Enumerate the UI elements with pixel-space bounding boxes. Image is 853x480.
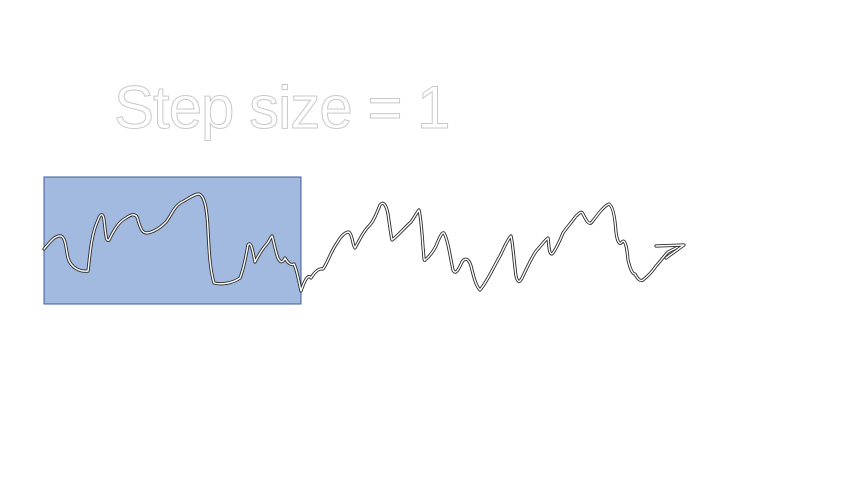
slide-title: Step size = 1 bbox=[114, 74, 452, 141]
sliding-window-box bbox=[43, 176, 302, 305]
signal-waveform bbox=[42, 192, 686, 293]
arrow-right-icon-highlight bbox=[655, 244, 685, 259]
signal-waveform-highlight bbox=[43, 193, 681, 292]
